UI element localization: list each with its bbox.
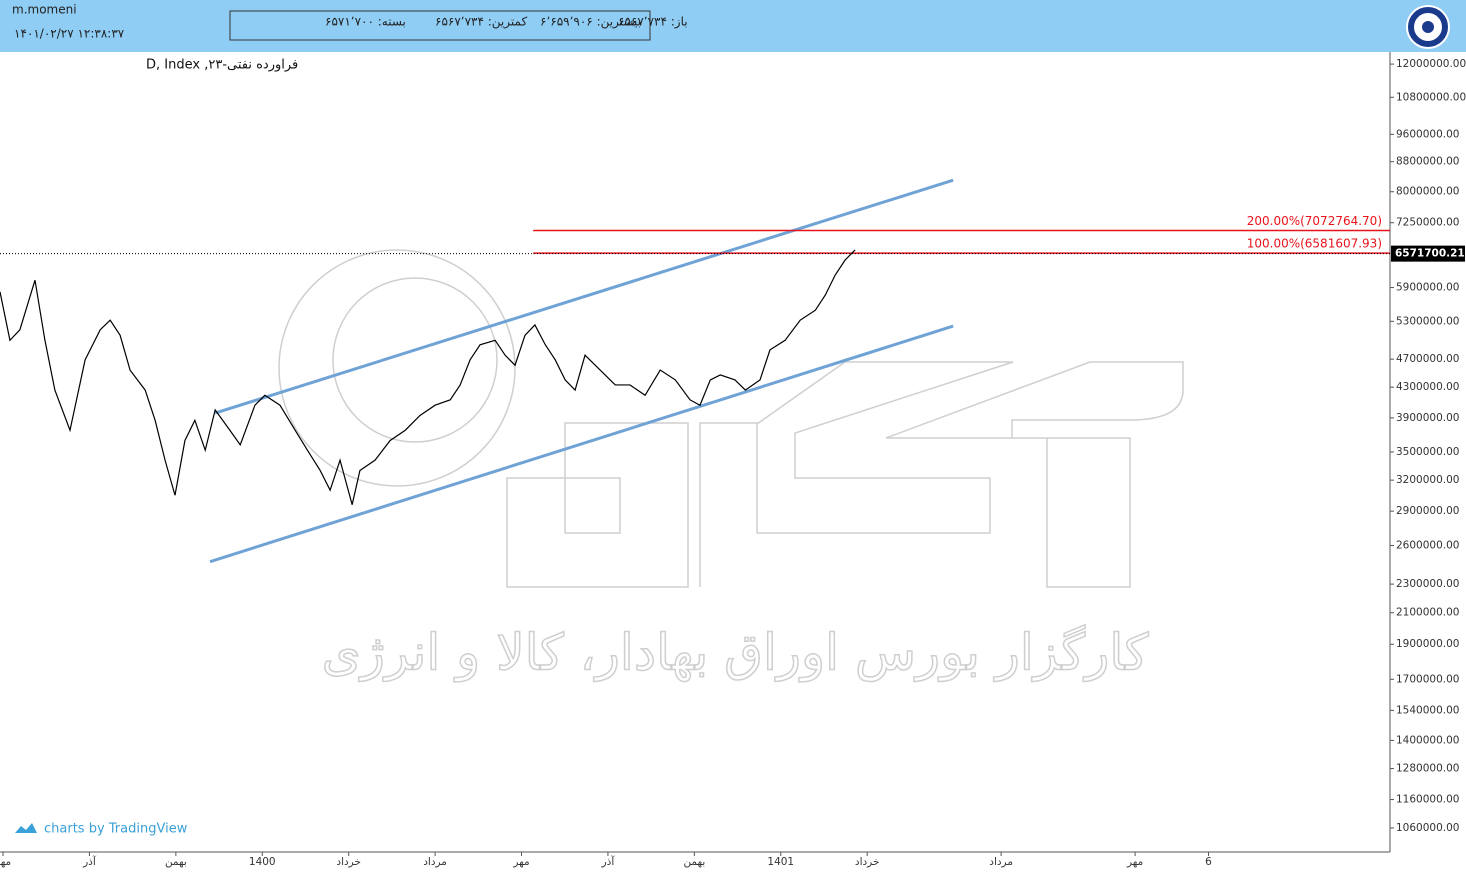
header-bar — [0, 0, 1466, 52]
y-tick-label: 3200000.00 — [1396, 474, 1459, 486]
chart-title: فراورده نفتی-۲۳, D, Index — [146, 58, 298, 73]
y-tick-label: 2900000.00 — [1396, 505, 1459, 517]
ohlc-open: باز: ۶۵۶۷٬۷۳۴ — [618, 15, 688, 30]
logo — [1406, 5, 1450, 49]
x-tick-label: مهر — [512, 856, 529, 868]
y-tick-label: 4700000.00 — [1396, 353, 1459, 365]
y-tick-label: 10800000.00 — [1396, 91, 1466, 103]
y-tick-label: 3900000.00 — [1396, 412, 1459, 424]
y-tick-label: 5300000.00 — [1396, 315, 1459, 327]
channel-line — [209, 324, 954, 564]
watermark-text: کارگزار بورس اوراق بهادار، کالا و انرژی — [322, 624, 1149, 683]
last-price-label: 6571700.21 — [1395, 248, 1465, 260]
y-tick-label: 9600000.00 — [1396, 128, 1459, 140]
credit[interactable]: charts by TradingView — [15, 822, 188, 837]
y-tick-label: 3500000.00 — [1396, 446, 1459, 458]
x-tick-label: بهمن — [683, 856, 705, 868]
y-tick-label: 12000000.00 — [1396, 58, 1466, 70]
credit-text[interactable]: charts by TradingView — [44, 822, 188, 837]
x-tick-label: 1400 — [249, 856, 276, 868]
y-tick-label: 2600000.00 — [1396, 540, 1459, 552]
x-tick-label: مهر — [1126, 856, 1143, 868]
user-name: m.momeni — [12, 3, 77, 17]
y-tick-label: 1160000.00 — [1396, 794, 1459, 806]
y-tick-label: 1400000.00 — [1396, 734, 1459, 746]
y-tick-label: 2300000.00 — [1396, 578, 1459, 590]
y-tick-label: 1540000.00 — [1396, 704, 1459, 716]
y-tick-label: 1060000.00 — [1396, 822, 1459, 834]
x-tick-label: 1401 — [767, 856, 794, 868]
watermark-logo — [278, 249, 1184, 588]
x-tick-label: آذر — [601, 855, 616, 868]
ohlc-close: بسته: ۶۵۷۱٬۷۰۰ — [325, 15, 406, 29]
datetime: ۱۴۰۱/۰۲/۲۷ ۱۲:۳۸:۳۷ — [14, 27, 125, 41]
ohlc-box — [229, 10, 651, 41]
x-tick-label: 6 — [1205, 856, 1212, 868]
y-tick-label: 2100000.00 — [1396, 607, 1459, 619]
x-tick-label: بهمن — [165, 856, 187, 868]
x-tick-label: مرداد — [989, 856, 1013, 868]
x-tick-label: خرداد — [336, 856, 361, 868]
fib-label: 200.00%(7072764.70) — [1247, 214, 1382, 228]
y-tick-label: 8800000.00 — [1396, 156, 1459, 168]
y-tick-label: 7250000.00 — [1396, 217, 1459, 229]
ohlc-low: کمترین: ۶۵۶۷٬۷۳۴ — [435, 15, 527, 30]
x-tick-label: خرداد — [855, 856, 880, 868]
channel-line — [214, 178, 954, 415]
x-tick-label: مهر — [0, 856, 11, 868]
fib-label: 100.00%(6581607.93) — [1247, 237, 1382, 251]
x-tick-label: آذر — [82, 855, 97, 868]
x-tick-label: مرداد — [423, 856, 447, 868]
y-tick-label: 4300000.00 — [1396, 381, 1459, 393]
y-tick-label: 1700000.00 — [1396, 673, 1459, 685]
price-line — [0, 249, 856, 505]
y-tick-label: 1900000.00 — [1396, 638, 1459, 650]
y-tick-label: 8000000.00 — [1396, 186, 1459, 198]
ohlc-high: بیشترین: ۶٬۶۵۹٬۹۰۶ — [540, 15, 641, 30]
last-price-box — [1391, 245, 1465, 262]
y-tick-label: 1280000.00 — [1396, 763, 1459, 775]
y-tick-label: 5900000.00 — [1396, 282, 1459, 294]
